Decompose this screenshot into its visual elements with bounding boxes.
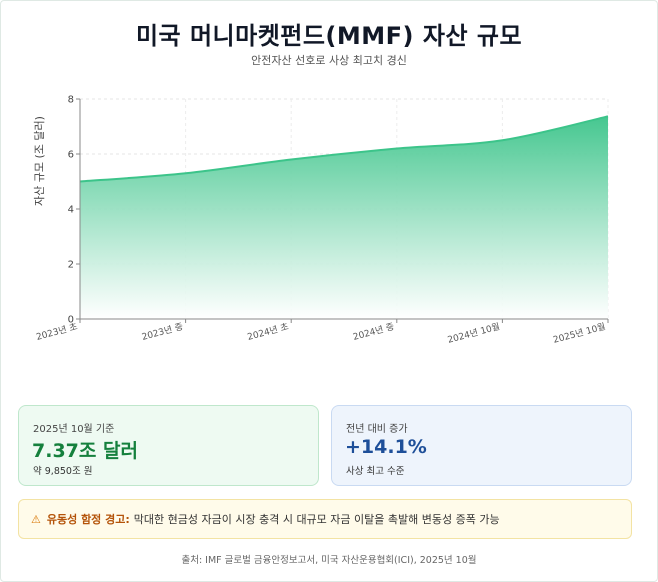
warning-icon: ⚠ xyxy=(31,512,41,526)
x-tick-label: 2025년 10월 xyxy=(552,320,607,346)
y-tick-label: 0 xyxy=(68,315,74,326)
y-tick-label: 8 xyxy=(68,95,74,106)
warning-label: 유동성 함정 경고: xyxy=(46,513,130,526)
yoy-growth-note: 사상 최고 수준 xyxy=(346,466,405,477)
x-tick-label: 2024년 10월 xyxy=(446,320,501,346)
y-tick-label: 6 xyxy=(68,150,74,161)
liquidity-warning-banner: ⚠ 유동성 함정 경고: 막대한 현금성 자금이 시장 충격 시 대규모 자금 … xyxy=(18,499,632,539)
y-tick-label: 2 xyxy=(68,260,74,271)
page-subtitle: 안전자산 선호로 사상 최고치 경신 xyxy=(251,54,407,67)
page-title: 미국 머니마켓펀드(MMF) 자산 규모 xyxy=(135,22,523,50)
y-tick-label: 4 xyxy=(68,205,74,216)
warning-text: 막대한 현금성 자금이 시장 충격 시 대규모 자금 이탈을 촉발해 변동성 증… xyxy=(133,513,500,526)
current-assets-label: 2025년 10월 기준 xyxy=(33,424,115,435)
series-area xyxy=(80,116,608,319)
x-tick-label: 2023년 초 xyxy=(35,321,79,343)
current-assets-krw: 약 9,850조 원 xyxy=(33,466,93,477)
current-assets-card: 2025년 10월 기준 7.37조 달러 약 9,850조 원 xyxy=(18,405,319,486)
source-note: 출처: IMF 글로벌 금융안정보고서, 미국 자산운용협회(ICI), 202… xyxy=(181,555,477,566)
yoy-growth-label: 전년 대비 증가 xyxy=(346,424,408,435)
y-axis-title: 자산 규모 (조 달러) xyxy=(33,116,46,206)
x-tick-label: 2023년 중 xyxy=(141,321,185,343)
x-tick-label: 2024년 초 xyxy=(246,321,290,343)
yoy-growth-value: +14.1% xyxy=(345,436,427,458)
mmf-area-chart: 0 2 4 6 8 2023년 초 2023년 중 2024년 초 2024년 중 2024년 1… xyxy=(33,95,609,346)
x-tick-label: 2024년 중 xyxy=(352,321,396,343)
yoy-growth-card: 전년 대비 증가 +14.1% 사상 최고 수준 xyxy=(331,405,632,486)
series-line xyxy=(79,115,609,183)
current-assets-value: 7.37조 달러 xyxy=(32,440,138,462)
